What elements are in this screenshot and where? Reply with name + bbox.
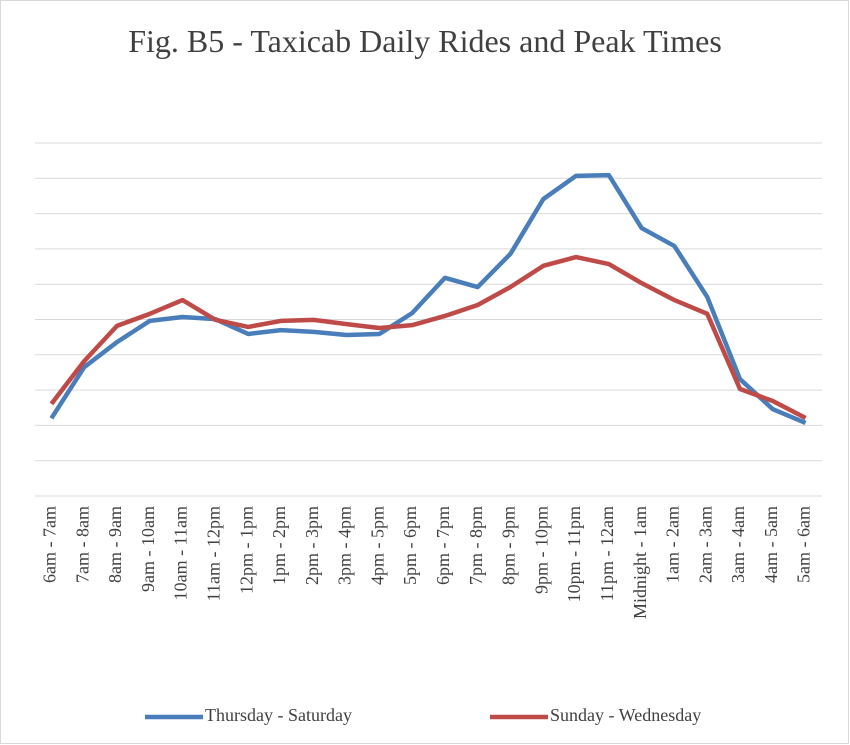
x-tick-label: Midnight - 1am	[630, 506, 650, 619]
x-tick-label: 1pm - 2pm	[269, 506, 289, 585]
x-tick-label: 3pm - 4pm	[335, 506, 355, 585]
x-tick-label: 11pm - 12am	[597, 506, 617, 601]
x-tick-label: 8am - 9am	[105, 506, 125, 583]
legend-label: Thursday - Saturday	[205, 705, 352, 725]
chart-title: Fig. B5 - Taxicab Daily Rides and Peak T…	[128, 23, 722, 59]
x-tick-label: 3am - 4am	[728, 506, 748, 583]
series-line	[49, 254, 807, 420]
x-tick-label: 2pm - 3pm	[302, 506, 322, 585]
x-tick-label: 7pm - 8pm	[466, 506, 486, 585]
x-tick-label: 6pm - 7pm	[433, 506, 453, 585]
x-tick-label: 12pm - 1pm	[236, 506, 256, 594]
x-tick-label: 5am - 6am	[794, 506, 814, 583]
x-tick-label: 10am - 11am	[171, 506, 191, 600]
x-tick-label: 10pm - 11pm	[564, 506, 584, 602]
x-tick-label: 4am - 5am	[761, 506, 781, 583]
x-tick-label: 11am - 12pm	[203, 506, 223, 601]
series-line	[49, 172, 807, 426]
x-tick-label: 1am - 2am	[663, 506, 683, 583]
x-tick-label: 2am - 3am	[695, 506, 715, 583]
x-tick-label: 6am - 7am	[40, 506, 60, 583]
legend-label: Sunday - Wednesday	[550, 705, 701, 725]
x-tick-label: 8pm - 9pm	[499, 506, 519, 585]
x-tick-label: 9pm - 10pm	[531, 506, 551, 594]
x-tick-label: 9am - 10am	[138, 506, 158, 592]
x-tick-label: 7am - 8am	[72, 506, 92, 583]
x-tick-label: 4pm - 5pm	[367, 506, 387, 585]
x-tick-label: 5pm - 6pm	[400, 506, 420, 585]
